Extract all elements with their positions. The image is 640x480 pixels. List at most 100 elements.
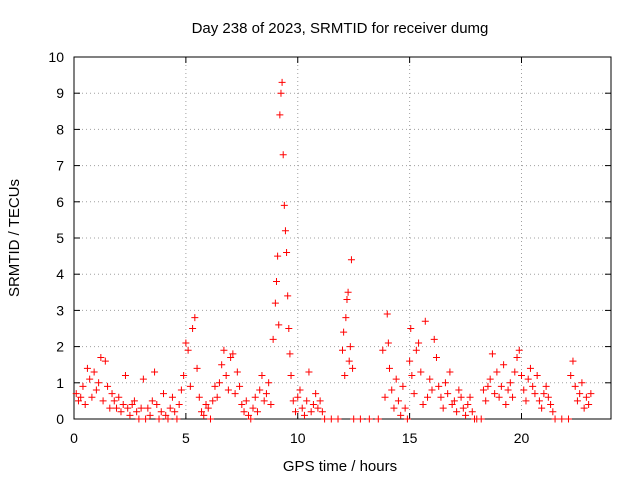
data-point [394,397,402,405]
data-point [343,296,351,304]
data-point [175,401,183,409]
data-point [168,393,176,401]
data-point [401,404,409,412]
data-point [128,401,136,409]
data-point [399,382,407,390]
data-point [139,375,147,383]
data-point [441,379,449,387]
data-point [578,379,586,387]
data-point [135,415,143,423]
data-point [318,408,326,416]
data-point [74,397,82,405]
data-point [379,346,387,354]
data-point [522,397,530,405]
data-point [327,415,335,423]
data-point [529,382,537,390]
data-point [83,364,91,372]
data-point [339,346,346,354]
data-point [189,325,197,332]
data-point [547,401,555,409]
data-point [285,325,293,332]
data-point [515,346,523,354]
data-point [407,325,415,332]
data-point [249,404,257,412]
data-point [200,411,208,419]
axis-ticks: 0 1 2 3 4 5 6 7 8 9 10 0 5 10 15 20 [48,49,611,446]
data-point [462,411,470,419]
data-point [213,393,221,401]
data-point [224,386,232,394]
data-point [569,357,577,365]
data-point [274,252,282,260]
data-point [573,397,581,405]
data-point [229,350,237,358]
data-point [314,404,322,412]
data-point [177,386,185,394]
data-point [202,401,210,409]
data-point [549,408,557,416]
data-point [410,390,418,398]
data-point [500,361,508,369]
data-point [495,393,503,401]
data-point [275,321,283,329]
data-point [251,393,259,401]
data-point [580,404,588,412]
data-point [535,397,543,405]
y-tick-label: 2 [56,339,64,355]
data-point [576,390,584,398]
data-point [220,346,228,354]
data-point [428,386,436,394]
data-point [571,382,579,390]
data-point [193,364,201,372]
chart-title: Day 238 of 2023, SRMTID for receiver dum… [192,20,489,37]
data-point [227,353,235,361]
data-point [90,368,98,376]
data-point [526,364,534,372]
data-point [247,415,255,423]
data-point [215,379,223,387]
data-point [421,317,429,325]
data-point [403,415,411,423]
data-point [502,401,510,409]
data-point [305,368,313,376]
data-point [86,375,94,383]
data-point [110,397,118,405]
x-tick-label: 0 [70,430,78,446]
data-point [195,393,203,401]
data-point [444,390,452,398]
data-point [509,393,517,401]
data-point [551,415,559,423]
data-point [397,411,405,419]
data-point [108,390,116,398]
data-point [113,404,121,412]
data-point [513,353,521,361]
data-point [453,408,461,416]
data-point [121,372,129,380]
data-point [101,357,109,365]
data-point [415,339,423,347]
data-point [491,390,499,398]
data-point [115,393,123,401]
data-point [374,415,382,423]
data-point [126,411,134,419]
data-point [587,390,595,398]
data-point [542,382,550,390]
data-point [130,397,138,405]
data-point [184,346,192,354]
data-point [344,288,352,296]
data-point [245,411,253,419]
data-point [171,408,179,416]
data-point [582,393,590,401]
data-point [106,404,114,412]
data-points [72,78,595,423]
data-point [488,350,496,358]
data-point [162,411,170,419]
data-point [148,397,156,405]
data-point [289,397,297,405]
data-point [408,372,416,380]
data-point [72,390,80,398]
data-point [346,343,354,351]
data-point [455,386,463,394]
data-point [464,401,472,409]
data-point [284,292,292,300]
